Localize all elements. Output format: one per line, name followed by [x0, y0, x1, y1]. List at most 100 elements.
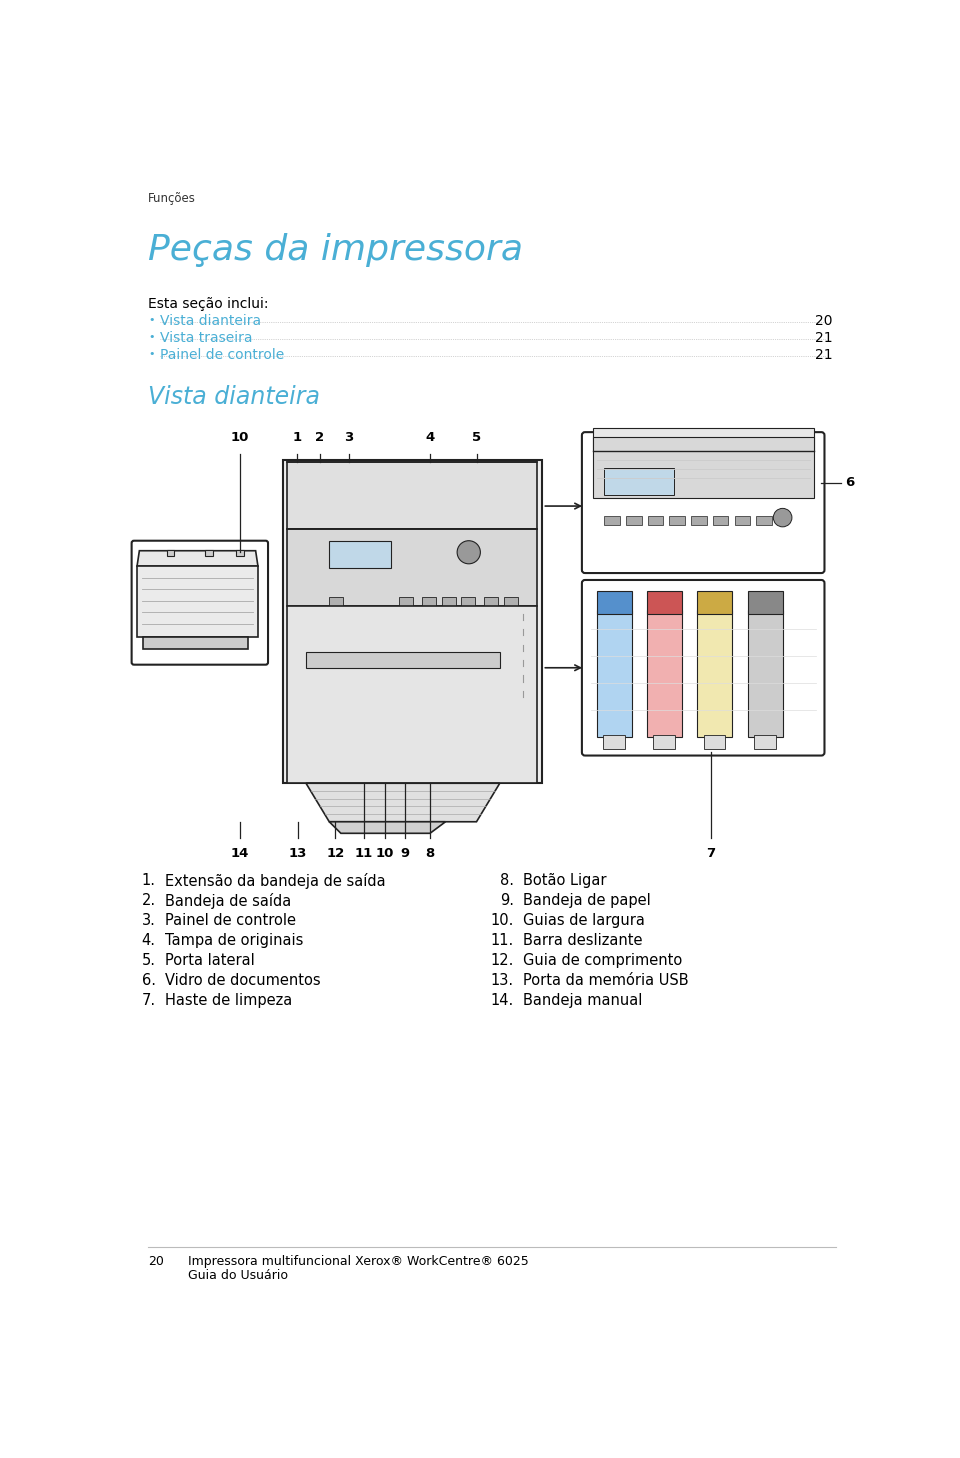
Text: 20: 20 [815, 315, 833, 328]
Text: 1.: 1. [142, 872, 156, 888]
Bar [748, 590, 782, 614]
Bar [329, 541, 392, 567]
Text: Guias de largura: Guias de largura [523, 913, 645, 927]
FancyBboxPatch shape [582, 580, 825, 755]
Text: 2: 2 [316, 432, 324, 445]
Bar [306, 652, 500, 668]
Polygon shape [143, 637, 248, 649]
Bar [329, 596, 344, 607]
Text: Haste de limpeza: Haste de limpeza [165, 993, 292, 1007]
Text: Porta da memória USB: Porta da memória USB [523, 972, 688, 987]
Text: 12: 12 [326, 847, 345, 860]
Bar [748, 609, 782, 738]
Text: Painel de controle: Painel de controle [160, 348, 284, 362]
Bar [596, 590, 632, 614]
Bar [669, 516, 685, 525]
Text: Esta seção inclui:: Esta seção inclui: [148, 296, 269, 311]
Text: 2.: 2. [141, 892, 156, 907]
Text: Guia de comprimento: Guia de comprimento [523, 952, 683, 968]
Text: •: • [148, 332, 155, 343]
FancyBboxPatch shape [132, 541, 268, 665]
Text: 21: 21 [815, 348, 833, 362]
Bar [626, 516, 641, 525]
Text: 4: 4 [425, 432, 435, 445]
Bar [691, 516, 707, 525]
Bar [605, 468, 674, 494]
Polygon shape [137, 566, 258, 637]
Bar [653, 735, 675, 748]
Bar [442, 596, 456, 607]
Text: Impressora multifuncional Xerox® WorkCentre® 6025: Impressora multifuncional Xerox® WorkCen… [188, 1255, 529, 1268]
Polygon shape [306, 783, 500, 822]
Bar [484, 596, 498, 607]
Bar [504, 596, 517, 607]
Bar [734, 516, 750, 525]
Text: 4.: 4. [142, 933, 156, 948]
Text: 7: 7 [706, 847, 715, 860]
Text: Porta lateral: Porta lateral [165, 952, 254, 968]
Polygon shape [283, 459, 542, 783]
Text: 10: 10 [376, 847, 395, 860]
Bar [697, 609, 732, 738]
Bar [461, 596, 475, 607]
Bar [166, 550, 175, 555]
Text: Bandeja de papel: Bandeja de papel [523, 892, 651, 907]
Text: 14: 14 [231, 847, 250, 860]
Bar [704, 735, 725, 748]
Text: 20: 20 [148, 1255, 164, 1268]
Text: •: • [148, 348, 155, 359]
Text: 12.: 12. [491, 952, 514, 968]
Text: Vidro de documentos: Vidro de documentos [165, 972, 321, 987]
Bar [647, 609, 682, 738]
Text: Barra deslizante: Barra deslizante [523, 933, 642, 948]
Polygon shape [287, 607, 537, 783]
Bar [205, 550, 213, 555]
Text: 6.: 6. [142, 972, 156, 987]
Text: 5: 5 [472, 432, 481, 445]
Bar [236, 550, 244, 555]
Bar [596, 609, 632, 738]
Bar [647, 590, 682, 614]
Text: •: • [148, 315, 155, 325]
Bar [713, 516, 729, 525]
Text: 3: 3 [344, 432, 353, 445]
Bar [605, 516, 620, 525]
Bar [697, 590, 732, 614]
Text: 9: 9 [400, 847, 410, 860]
Text: Painel de controle: Painel de controle [165, 913, 296, 927]
Text: Funções: Funções [148, 192, 196, 206]
Text: 13: 13 [289, 847, 307, 860]
Text: Guia do Usuário: Guia do Usuário [188, 1268, 288, 1282]
Text: Vista traseira: Vista traseira [160, 331, 252, 346]
Text: Peças da impressora: Peças da impressora [148, 233, 523, 267]
Polygon shape [137, 551, 258, 566]
Text: 14.: 14. [491, 993, 514, 1007]
Bar [648, 516, 663, 525]
Bar [603, 735, 625, 748]
Text: 8.: 8. [500, 872, 514, 888]
Bar [592, 437, 814, 499]
Text: Botão Ligar: Botão Ligar [523, 872, 607, 888]
Bar [754, 735, 776, 748]
Text: 21: 21 [815, 331, 833, 346]
Polygon shape [287, 529, 537, 607]
Circle shape [774, 509, 792, 526]
Text: 9.: 9. [500, 892, 514, 907]
Bar [756, 516, 772, 525]
Text: 3.: 3. [142, 913, 156, 927]
Text: 7.: 7. [141, 993, 156, 1007]
Text: 8: 8 [425, 847, 435, 860]
FancyBboxPatch shape [582, 432, 825, 573]
Text: 1: 1 [292, 432, 301, 445]
Text: Tampa de originais: Tampa de originais [165, 933, 303, 948]
Bar [592, 427, 814, 451]
Text: 11: 11 [355, 847, 373, 860]
Bar [422, 596, 436, 607]
Text: 11.: 11. [491, 933, 514, 948]
Text: Extensão da bandeja de saída: Extensão da bandeja de saída [165, 872, 386, 888]
Polygon shape [329, 822, 445, 834]
Text: Vista dianteira: Vista dianteira [148, 385, 320, 410]
Text: 10: 10 [231, 432, 250, 445]
Bar [399, 596, 413, 607]
Text: 5.: 5. [142, 952, 156, 968]
